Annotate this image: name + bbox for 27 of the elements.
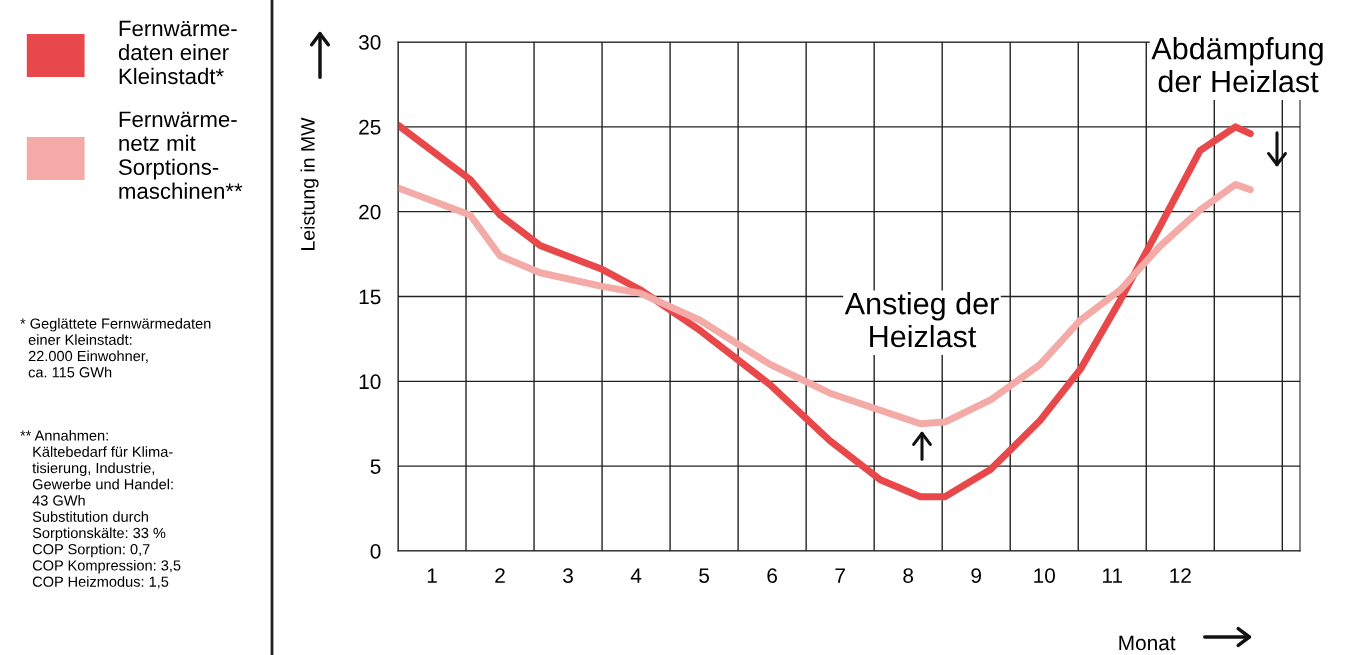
x-tick-label: 8 — [903, 568, 914, 583]
annotation: Anstieg der Heizlast — [844, 292, 999, 348]
y-tick-label: 30 — [358, 35, 381, 50]
annotation: Abdämpfung der Heizlast — [1151, 37, 1323, 93]
x-tick-label: 2 — [495, 568, 505, 583]
x-tick-label: 7 — [835, 568, 845, 583]
x-tick-label: 9 — [971, 568, 982, 583]
x-tick-label: 10 — [1034, 568, 1055, 583]
y-tick-label: 15 — [359, 289, 381, 305]
x-tick-label: 6 — [767, 568, 778, 583]
x-tick-label: 11 — [1103, 568, 1123, 583]
y-tick-label: 0 — [370, 544, 381, 559]
y-tick-label: 10 — [359, 374, 381, 390]
text: ** Annahmen: Kältebedarf für Klima- tisierung, Industrie, Gewerbe und Handel: 43 GWh Substitution durch Sorptionskälte: 33 % COP Sorption: 0,7 COP Kompression: 3,5 COP Heizmodus: 1,5 — [20, 430, 181, 589]
y-axis-title: Leistung in MW — [300, 117, 319, 250]
text: * Geglättete Fernwärmedaten einer Kleinstadt: 22.000 Einwohner, ca. 115 GWh — [20, 318, 211, 378]
legend-label: Fernwärme- daten einer Kleinstadt* — [118, 20, 237, 85]
x-axis-title: Monat — [1119, 635, 1176, 651]
x-tick-label: 1 — [427, 568, 437, 583]
x-tick-label: 5 — [699, 568, 710, 583]
legend-label: Fernwärme- netz mit Sorptions- maschinen** — [118, 111, 243, 199]
x-tick-label: 12 — [1170, 568, 1191, 583]
x-tick-label: 4 — [630, 568, 642, 583]
x-tick-label: 3 — [563, 568, 573, 583]
y-tick-label: 20 — [359, 204, 381, 220]
y-tick-label: 25 — [359, 119, 381, 135]
y-tick-label: 5 — [370, 459, 381, 474]
